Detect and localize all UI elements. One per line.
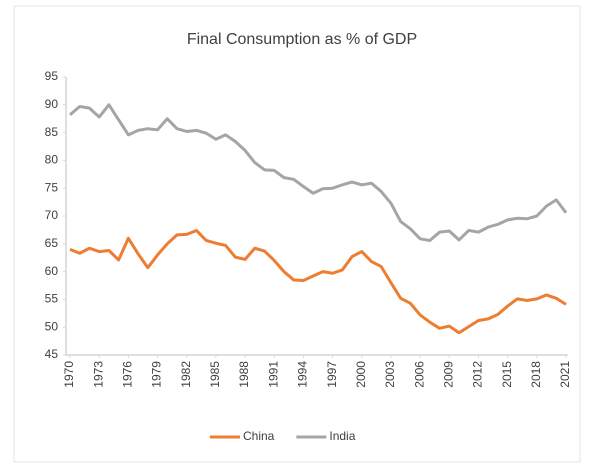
- chart-frame: [13, 5, 581, 463]
- y-tick-label: 90: [45, 97, 59, 111]
- x-tick-label: 1973: [91, 361, 105, 388]
- x-tick-label: 2015: [500, 361, 514, 388]
- series-line: [69, 103, 568, 242]
- x-tick-label: 1991: [266, 361, 280, 388]
- x-tick-label: 1994: [296, 361, 310, 388]
- x-tick-label: 2009: [441, 361, 455, 388]
- x-tick-label: 2000: [354, 361, 368, 388]
- x-tick-label: 1970: [62, 361, 76, 388]
- x-tick-label: 2021: [558, 361, 572, 388]
- y-tick-label: 80: [45, 153, 59, 167]
- y-tick-label: 75: [45, 180, 59, 194]
- x-tick-label: 1982: [179, 361, 193, 388]
- y-tick-label: 45: [45, 347, 59, 361]
- x-tick-label: 1997: [325, 361, 339, 388]
- y-tick-label: 65: [45, 236, 59, 250]
- y-tick-label: 95: [45, 69, 59, 83]
- y-tick-label: 55: [45, 292, 59, 306]
- chart-title: Final Consumption as % of GDP: [187, 31, 417, 48]
- x-tick-label: 1985: [208, 361, 222, 388]
- y-tick-label: 85: [45, 125, 59, 139]
- x-tick-label: 2003: [383, 361, 397, 388]
- x-tick-label: 1988: [237, 361, 251, 388]
- y-tick-label: 50: [45, 319, 59, 333]
- y-tick-label: 60: [45, 264, 59, 278]
- x-tick-label: 1976: [121, 361, 135, 388]
- x-tick-label: 2006: [412, 361, 426, 388]
- legend-label: India: [329, 429, 355, 443]
- x-tick-label: 1979: [150, 361, 164, 388]
- y-tick-label: 70: [45, 208, 59, 222]
- x-tick-label: 2018: [529, 361, 543, 388]
- legend-label: China: [243, 429, 275, 443]
- x-tick-label: 2012: [471, 361, 485, 388]
- series-line: [69, 228, 567, 335]
